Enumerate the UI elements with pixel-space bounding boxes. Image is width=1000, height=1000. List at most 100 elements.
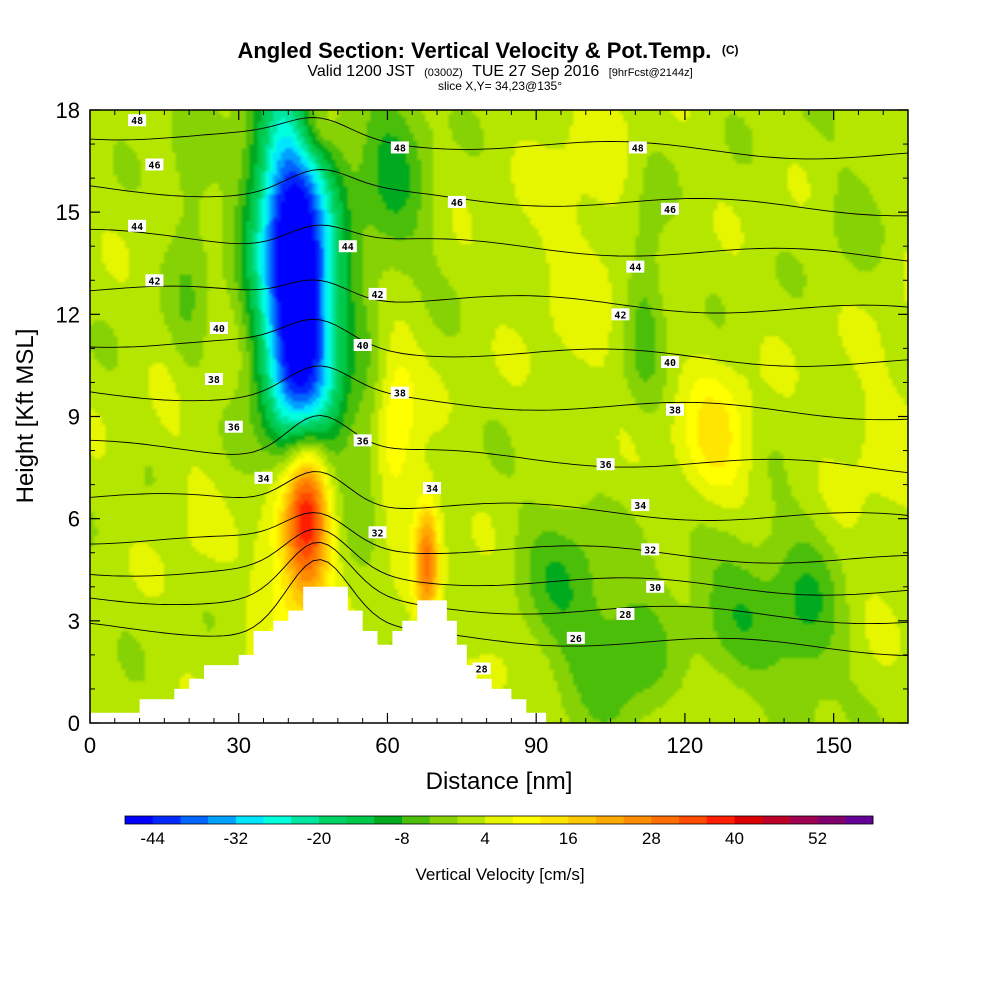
contour-label-36: 36: [596, 458, 615, 471]
colorbar-label: Vertical Velocity [cm/s]: [415, 865, 584, 884]
slice-info: slice X,Y= 34,23@135°: [438, 79, 562, 93]
isentrope-32: [90, 512, 908, 564]
colorbar-swatch: [402, 816, 431, 824]
colorbar-swatch: [540, 816, 569, 824]
forecast-info: [9hrFcst@2144z]: [609, 67, 693, 79]
isentrope-36: [90, 414, 908, 474]
colorbar-tick-label: -44: [140, 829, 165, 848]
contour-label-text: 34: [426, 484, 438, 495]
y-tick-label: 12: [56, 302, 80, 327]
contour-label-38: 38: [204, 373, 223, 386]
contour-label-46: 46: [661, 202, 680, 216]
colorbar-swatch: [762, 816, 791, 824]
colorbar-swatch: [346, 816, 375, 824]
colorbar-swatch: [235, 816, 264, 824]
contour-label-box: [661, 356, 680, 369]
contour-label-28: 28: [616, 608, 635, 621]
contour-label-box: [224, 420, 243, 433]
contour-label-34: 34: [423, 482, 442, 495]
contour-label-box: [338, 240, 357, 253]
contour-label-48: 48: [128, 114, 147, 127]
colorbar-swatch: [845, 816, 874, 824]
contour-label-text: 42: [148, 276, 160, 287]
y-tick-label: 9: [68, 405, 80, 430]
contour-label-box: [641, 543, 660, 556]
isentrope-26: [90, 559, 908, 657]
isentrope-30: [90, 528, 908, 596]
chart-subtitle: Valid 1200 JST (0300Z) TUE 27 Sep 2016 […: [307, 63, 692, 80]
contour-label-box: [472, 662, 491, 675]
colorbar-frame: [124, 815, 874, 825]
contour-label-box: [145, 158, 164, 171]
plot-area: 48 48 48 46 46 46 44 44 44 42 42 42 40 40 40 38 38 38 36 36…: [90, 110, 908, 723]
colorbar-swatch: [734, 816, 763, 824]
x-axis-label: Distance [nm]: [426, 768, 573, 795]
colorbar-swatch: [789, 816, 818, 824]
contour-label-text: 46: [148, 160, 160, 171]
colorbar-swatch: [817, 816, 846, 824]
contour-label-text: 36: [357, 436, 369, 447]
contour-label-text: 40: [664, 358, 676, 369]
contour-label-box: [128, 114, 147, 127]
contour-label-text: 42: [372, 290, 384, 301]
contour-label-32: 32: [368, 526, 387, 539]
contour-label-text: 26: [570, 634, 582, 645]
contour-label-text: 48: [131, 116, 143, 127]
isentrope-28: [90, 541, 908, 625]
contour-label-box: [596, 458, 615, 471]
x-tick-label: 30: [226, 733, 250, 758]
contour-label-46: 46: [447, 195, 466, 209]
contour-label-28: 28: [472, 662, 491, 676]
terrain: [90, 586, 908, 723]
contour-label-42: 42: [611, 308, 630, 321]
colorbar-tick-label: -32: [224, 829, 249, 848]
contour-label-box: [368, 526, 387, 539]
contour-label-34: 34: [631, 499, 650, 512]
contour-label-40: 40: [661, 356, 680, 369]
contour-label-box: [665, 403, 684, 416]
contour-label-42: 42: [368, 287, 387, 301]
y-axis-label: Height [Kft MSL]: [12, 329, 39, 504]
contour-label-30: 30: [646, 580, 665, 594]
contour-label-text: 36: [228, 423, 240, 434]
contour-label-text: 34: [257, 474, 269, 485]
colorbar-swatch: [429, 816, 458, 824]
contour-label-box: [566, 631, 585, 644]
contour-label-text: 40: [357, 341, 369, 352]
colorbar-swatch: [679, 816, 708, 824]
colorbar-tick-label: 52: [808, 829, 827, 848]
colorbar-swatch: [595, 816, 624, 824]
contour-label-text: 46: [451, 198, 463, 209]
colorbar-swatch: [706, 816, 735, 824]
contour-label-text: 34: [634, 501, 646, 512]
colorbar-swatch: [180, 816, 209, 824]
contour-label-36: 36: [353, 434, 372, 447]
contour-label-box: [204, 373, 223, 386]
contour-label-34: 34: [254, 471, 273, 485]
contour-label-box: [209, 321, 228, 334]
contour-label-box: [626, 260, 645, 273]
contour-label-40: 40: [209, 321, 228, 335]
contour-label-box: [254, 471, 273, 484]
contour-label-text: 36: [600, 460, 612, 471]
contour-label-box: [353, 434, 372, 447]
contour-labels: 48 48 48 46 46 46 44 44 44 42 42 42 40 40 40 38 38 38 36 36…: [128, 114, 684, 676]
y-tick-label: 3: [68, 609, 80, 634]
colorbar-swatch: [263, 816, 292, 824]
colorbar-swatch: [291, 816, 320, 824]
colorbar-swatch: [512, 816, 541, 824]
contour-label-text: 44: [629, 263, 641, 274]
isentrope-44: [90, 224, 908, 262]
contour-label-text: 32: [644, 545, 656, 556]
contour-label-box: [390, 141, 409, 154]
contour-label-box: [145, 274, 164, 287]
y-tick-label: 0: [68, 711, 80, 736]
colorbar: -44 -32 -20 -8 4 16 28 40 52: [124, 815, 874, 848]
isentrope-42: [90, 279, 908, 314]
colorbar-tick-label: 40: [725, 829, 744, 848]
x-tick-label: 90: [524, 733, 548, 758]
isentrope-34: [90, 471, 908, 521]
colorbar-swatch: [152, 816, 181, 824]
colorbar-tick-label: 28: [642, 829, 661, 848]
contour-label-26: 26: [566, 631, 585, 645]
